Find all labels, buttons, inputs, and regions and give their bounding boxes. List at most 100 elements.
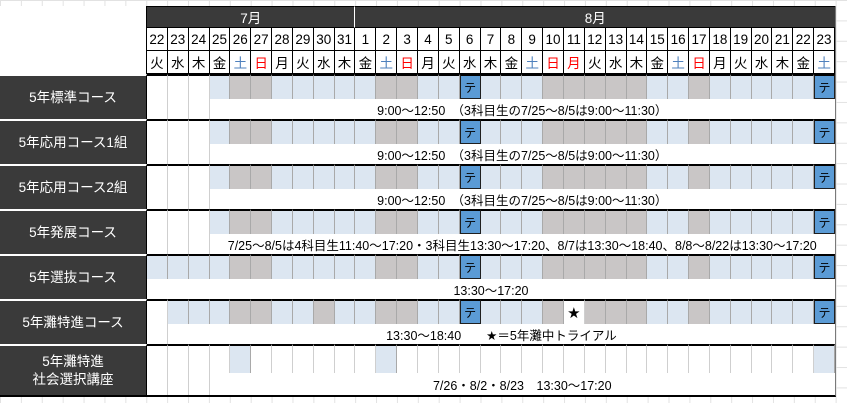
class-day-cell (167, 254, 189, 279)
off-day-cell (543, 299, 564, 324)
class-day-cell (730, 299, 752, 324)
dow-header-cell: 火 (147, 51, 168, 74)
class-day-cell (355, 254, 377, 279)
class-day-cell (355, 119, 377, 144)
dow-header-cell: 日 (543, 51, 564, 74)
class-day-cell (272, 209, 293, 234)
course-note: 13:30～17:20 (147, 279, 835, 299)
empty-day-cell (167, 209, 189, 234)
class-day-cell (480, 299, 502, 324)
date-header-cell: 15 (647, 28, 669, 51)
note-lead-cell (167, 373, 189, 395)
date-header-cell: 22 (147, 28, 168, 51)
empty-day-cell (147, 299, 168, 324)
off-day-cell (626, 74, 648, 99)
date-header-cell: 17 (689, 28, 710, 51)
empty-day-cell (689, 344, 710, 373)
class-day-cell (438, 119, 460, 144)
class-day-cell (668, 119, 690, 144)
off-day-cell (230, 254, 252, 279)
class-day-cell (418, 119, 439, 144)
empty-day-cell (501, 344, 523, 373)
empty-day-cell (438, 344, 460, 373)
empty-day-cell (188, 74, 210, 99)
dow-header-cell: 月 (272, 51, 293, 74)
class-day-cell (501, 164, 523, 189)
note-lead-cell (147, 144, 168, 164)
class-day-cell (793, 164, 815, 189)
course-note: 7/25～8/5は4科目生11:40～17:20・3科目生13:30～17:20… (209, 234, 835, 254)
dow-header-cell: 水 (459, 51, 481, 74)
course-note: 9:00～12:50 （3科目生の7/25～8/5は9:00～11:30） (209, 144, 835, 164)
test-day-cell: テ (814, 254, 835, 279)
dow-header-cell: 金 (501, 51, 523, 74)
course-label: 5年灘特進 社会選択講座 (0, 344, 147, 395)
class-day-cell (292, 119, 314, 144)
class-day-cell (480, 254, 502, 279)
empty-day-cell (397, 344, 419, 373)
empty-day-cell (605, 344, 627, 373)
class-day-cell (355, 164, 377, 189)
empty-day-cell (543, 344, 564, 373)
dow-header-cell: 日 (251, 51, 273, 74)
off-day-cell (563, 209, 585, 234)
class-day-cell (313, 254, 335, 279)
class-day-cell (438, 74, 460, 99)
class-day-cell (313, 164, 335, 189)
course-note: 9:00～12:50 （3科目生の7/25～8/5は9:00～11:30） (209, 189, 835, 209)
class-day-cell (334, 299, 356, 324)
empty-day-cell (188, 119, 210, 144)
off-day-cell (397, 164, 419, 189)
date-header-cell: 2 (376, 28, 398, 51)
empty-day-cell (272, 344, 293, 373)
off-day-cell (397, 299, 419, 324)
class-day-cell (355, 299, 377, 324)
note-lead-cell (188, 189, 210, 209)
class-day-cell (730, 254, 752, 279)
class-day-cell (668, 74, 690, 99)
off-day-cell (584, 254, 606, 279)
class-day-cell (772, 164, 794, 189)
off-day-cell (584, 164, 606, 189)
test-day-cell: テ (459, 74, 481, 99)
test-day-cell: テ (459, 299, 481, 324)
date-header-cell: 23 (814, 28, 835, 51)
date-header-cell: 6 (459, 28, 481, 51)
class-day-cell (709, 119, 731, 144)
date-header-cell: 26 (230, 28, 252, 51)
class-day-cell (480, 119, 502, 144)
empty-day-cell (355, 344, 377, 373)
class-day-cell (647, 254, 669, 279)
empty-day-cell (480, 344, 502, 373)
class-day-cell (355, 209, 377, 234)
class-day-cell (709, 74, 731, 99)
class-day-cell (647, 164, 669, 189)
off-day-cell (605, 299, 627, 324)
dow-header-cell: 木 (626, 51, 648, 74)
test-day-cell: テ (459, 119, 481, 144)
class-day-cell (230, 344, 252, 373)
off-day-cell (397, 119, 419, 144)
empty-day-cell (751, 344, 773, 373)
date-header-cell: 14 (626, 28, 648, 51)
off-day-cell (543, 119, 564, 144)
course-note: 7/26・8/2・8/23 13:30～17:20 (209, 373, 835, 395)
off-day-cell (605, 119, 627, 144)
class-day-cell (438, 254, 460, 279)
test-day-cell: テ (814, 299, 835, 324)
empty-day-cell (209, 344, 231, 373)
course-label: 5年発展コース (0, 209, 147, 254)
date-header-cell: 10 (543, 28, 564, 51)
test-day-cell: テ (814, 74, 835, 99)
dow-header-cell: 金 (209, 51, 231, 74)
class-day-cell (730, 74, 752, 99)
class-day-cell (751, 164, 773, 189)
course-label-line: 5年灘特進 (42, 353, 104, 369)
note-lead-cell (167, 99, 189, 119)
empty-day-cell (147, 119, 168, 144)
empty-day-cell (626, 344, 648, 373)
date-header-cell: 7 (480, 28, 502, 51)
class-day-cell (647, 119, 669, 144)
off-day-cell (689, 74, 710, 99)
class-day-cell (334, 119, 356, 144)
